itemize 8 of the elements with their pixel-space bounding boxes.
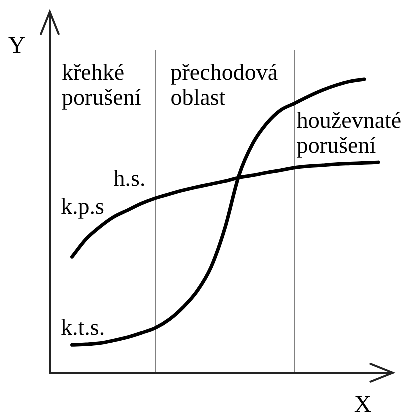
annotation: křehké porušení xyxy=(62,60,142,110)
series-label: k.t.s. xyxy=(61,315,106,340)
annotation: přechodová oblast xyxy=(170,60,278,110)
annotation: houževnaté porušení xyxy=(296,108,402,158)
series-label: k.p.s xyxy=(61,194,104,220)
annotation: h.s. xyxy=(114,166,146,191)
y-axis-title: Y xyxy=(8,33,26,59)
x-axis-title: X xyxy=(354,392,372,416)
